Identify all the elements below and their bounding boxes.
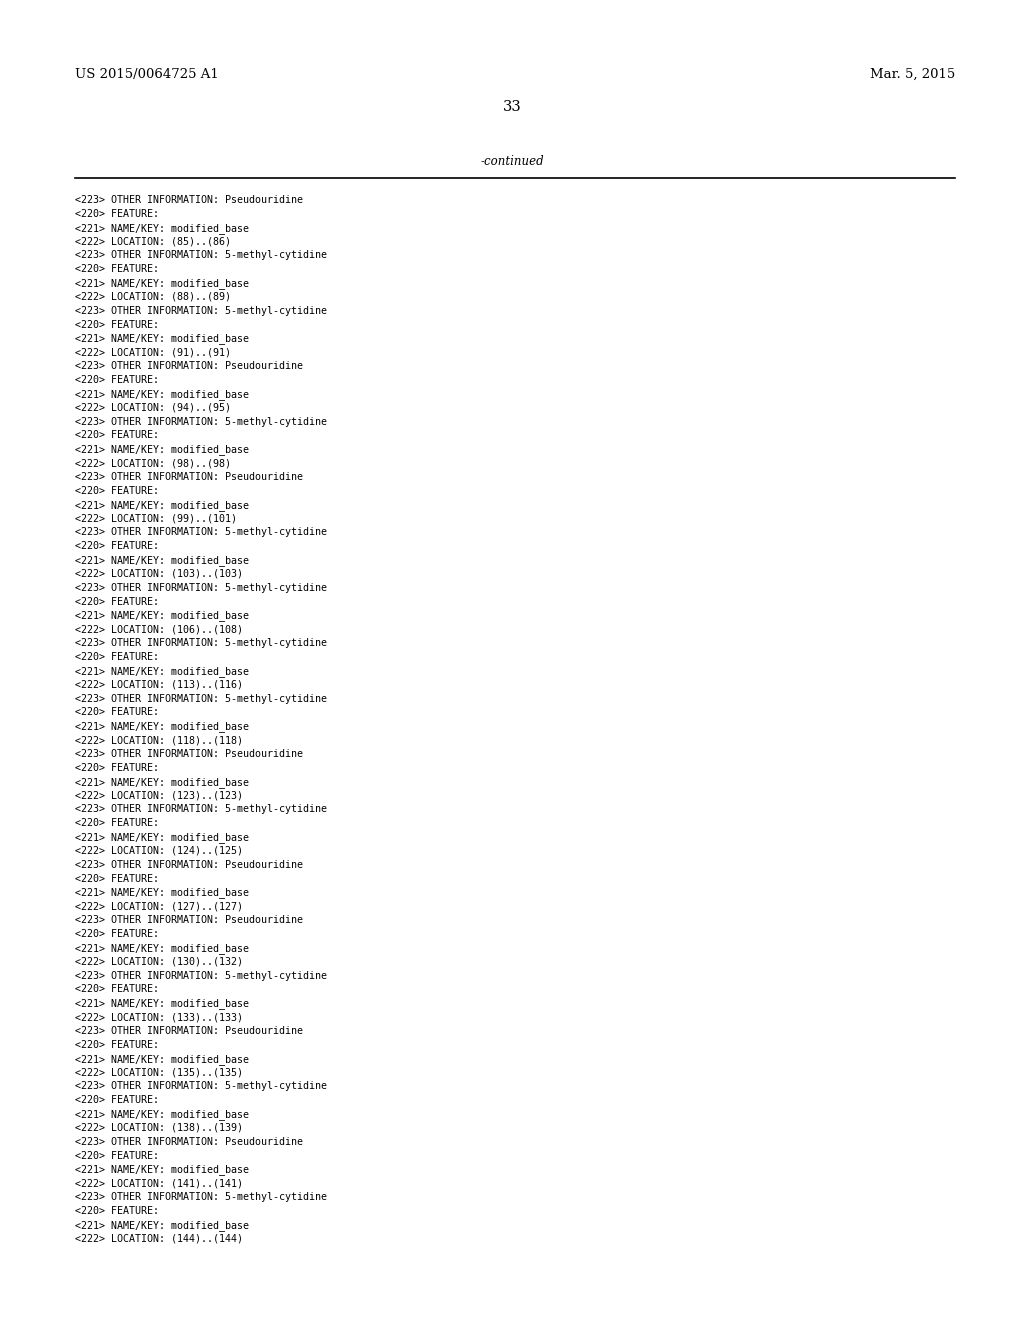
Text: <222> LOCATION: (141)..(141): <222> LOCATION: (141)..(141) [75,1179,243,1188]
Text: <223> OTHER INFORMATION: 5-methyl-cytidine: <223> OTHER INFORMATION: 5-methyl-cytidi… [75,1081,327,1092]
Text: <221> NAME/KEY: modified_base: <221> NAME/KEY: modified_base [75,556,249,566]
Text: <220> FEATURE:: <220> FEATURE: [75,597,159,607]
Text: 33: 33 [503,100,521,114]
Text: US 2015/0064725 A1: US 2015/0064725 A1 [75,69,219,81]
Text: <220> FEATURE:: <220> FEATURE: [75,486,159,496]
Text: <223> OTHER INFORMATION: 5-methyl-cytidine: <223> OTHER INFORMATION: 5-methyl-cytidi… [75,251,327,260]
Text: <221> NAME/KEY: modified_base: <221> NAME/KEY: modified_base [75,389,249,400]
Text: <220> FEATURE:: <220> FEATURE: [75,1206,159,1216]
Text: <222> LOCATION: (124)..(125): <222> LOCATION: (124)..(125) [75,846,243,855]
Text: <223> OTHER INFORMATION: Pseudouridine: <223> OTHER INFORMATION: Pseudouridine [75,362,303,371]
Text: -continued: -continued [480,154,544,168]
Text: <222> LOCATION: (118)..(118): <222> LOCATION: (118)..(118) [75,735,243,746]
Text: <223> OTHER INFORMATION: Pseudouridine: <223> OTHER INFORMATION: Pseudouridine [75,473,303,482]
Text: <220> FEATURE:: <220> FEATURE: [75,209,159,219]
Text: <222> LOCATION: (98)..(98): <222> LOCATION: (98)..(98) [75,458,231,469]
Text: <221> NAME/KEY: modified_base: <221> NAME/KEY: modified_base [75,610,249,622]
Text: <222> LOCATION: (91)..(91): <222> LOCATION: (91)..(91) [75,347,231,358]
Text: <222> LOCATION: (133)..(133): <222> LOCATION: (133)..(133) [75,1012,243,1022]
Text: <220> FEATURE:: <220> FEATURE: [75,1151,159,1160]
Text: <223> OTHER INFORMATION: 5-methyl-cytidine: <223> OTHER INFORMATION: 5-methyl-cytidi… [75,1192,327,1203]
Text: <220> FEATURE:: <220> FEATURE: [75,541,159,552]
Text: <223> OTHER INFORMATION: Pseudouridine: <223> OTHER INFORMATION: Pseudouridine [75,1137,303,1147]
Text: <223> OTHER INFORMATION: Pseudouridine: <223> OTHER INFORMATION: Pseudouridine [75,915,303,925]
Text: Mar. 5, 2015: Mar. 5, 2015 [869,69,955,81]
Text: <223> OTHER INFORMATION: Pseudouridine: <223> OTHER INFORMATION: Pseudouridine [75,1026,303,1036]
Text: <222> LOCATION: (144)..(144): <222> LOCATION: (144)..(144) [75,1234,243,1243]
Text: <220> FEATURE:: <220> FEATURE: [75,1040,159,1049]
Text: <221> NAME/KEY: modified_base: <221> NAME/KEY: modified_base [75,665,249,677]
Text: <222> LOCATION: (88)..(89): <222> LOCATION: (88)..(89) [75,292,231,302]
Text: <221> NAME/KEY: modified_base: <221> NAME/KEY: modified_base [75,942,249,954]
Text: <222> LOCATION: (106)..(108): <222> LOCATION: (106)..(108) [75,624,243,635]
Text: <221> NAME/KEY: modified_base: <221> NAME/KEY: modified_base [75,832,249,843]
Text: <223> OTHER INFORMATION: 5-methyl-cytidine: <223> OTHER INFORMATION: 5-methyl-cytidi… [75,306,327,315]
Text: <222> LOCATION: (85)..(86): <222> LOCATION: (85)..(86) [75,236,231,247]
Text: <223> OTHER INFORMATION: 5-methyl-cytidine: <223> OTHER INFORMATION: 5-methyl-cytidi… [75,528,327,537]
Text: <220> FEATURE:: <220> FEATURE: [75,818,159,828]
Text: <222> LOCATION: (127)..(127): <222> LOCATION: (127)..(127) [75,902,243,911]
Text: <222> LOCATION: (103)..(103): <222> LOCATION: (103)..(103) [75,569,243,579]
Text: <222> LOCATION: (130)..(132): <222> LOCATION: (130)..(132) [75,957,243,966]
Text: <223> OTHER INFORMATION: 5-methyl-cytidine: <223> OTHER INFORMATION: 5-methyl-cytidi… [75,417,327,426]
Text: <223> OTHER INFORMATION: 5-methyl-cytidine: <223> OTHER INFORMATION: 5-methyl-cytidi… [75,804,327,814]
Text: <222> LOCATION: (123)..(123): <222> LOCATION: (123)..(123) [75,791,243,800]
Text: <221> NAME/KEY: modified_base: <221> NAME/KEY: modified_base [75,334,249,345]
Text: <223> OTHER INFORMATION: Pseudouridine: <223> OTHER INFORMATION: Pseudouridine [75,195,303,205]
Text: <220> FEATURE:: <220> FEATURE: [75,874,159,883]
Text: <223> OTHER INFORMATION: 5-methyl-cytidine: <223> OTHER INFORMATION: 5-methyl-cytidi… [75,693,327,704]
Text: <221> NAME/KEY: modified_base: <221> NAME/KEY: modified_base [75,1053,249,1065]
Text: <222> LOCATION: (113)..(116): <222> LOCATION: (113)..(116) [75,680,243,690]
Text: <221> NAME/KEY: modified_base: <221> NAME/KEY: modified_base [75,776,249,788]
Text: <220> FEATURE:: <220> FEATURE: [75,708,159,718]
Text: <222> LOCATION: (99)..(101): <222> LOCATION: (99)..(101) [75,513,237,524]
Text: <221> NAME/KEY: modified_base: <221> NAME/KEY: modified_base [75,998,249,1010]
Text: <221> NAME/KEY: modified_base: <221> NAME/KEY: modified_base [75,1220,249,1230]
Text: <221> NAME/KEY: modified_base: <221> NAME/KEY: modified_base [75,223,249,234]
Text: <220> FEATURE:: <220> FEATURE: [75,375,159,385]
Text: <223> OTHER INFORMATION: Pseudouridine: <223> OTHER INFORMATION: Pseudouridine [75,859,303,870]
Text: <222> LOCATION: (135)..(135): <222> LOCATION: (135)..(135) [75,1068,243,1077]
Text: <220> FEATURE:: <220> FEATURE: [75,319,159,330]
Text: <222> LOCATION: (138)..(139): <222> LOCATION: (138)..(139) [75,1123,243,1133]
Text: <220> FEATURE:: <220> FEATURE: [75,929,159,939]
Text: <221> NAME/KEY: modified_base: <221> NAME/KEY: modified_base [75,1164,249,1175]
Text: <221> NAME/KEY: modified_base: <221> NAME/KEY: modified_base [75,721,249,733]
Text: <223> OTHER INFORMATION: Pseudouridine: <223> OTHER INFORMATION: Pseudouridine [75,748,303,759]
Text: <221> NAME/KEY: modified_base: <221> NAME/KEY: modified_base [75,887,249,899]
Text: <221> NAME/KEY: modified_base: <221> NAME/KEY: modified_base [75,445,249,455]
Text: <223> OTHER INFORMATION: 5-methyl-cytidine: <223> OTHER INFORMATION: 5-methyl-cytidi… [75,638,327,648]
Text: <223> OTHER INFORMATION: 5-methyl-cytidine: <223> OTHER INFORMATION: 5-methyl-cytidi… [75,970,327,981]
Text: <222> LOCATION: (94)..(95): <222> LOCATION: (94)..(95) [75,403,231,413]
Text: <220> FEATURE:: <220> FEATURE: [75,985,159,994]
Text: <220> FEATURE:: <220> FEATURE: [75,652,159,663]
Text: <221> NAME/KEY: modified_base: <221> NAME/KEY: modified_base [75,500,249,511]
Text: <220> FEATURE:: <220> FEATURE: [75,430,159,441]
Text: <220> FEATURE:: <220> FEATURE: [75,763,159,772]
Text: <223> OTHER INFORMATION: 5-methyl-cytidine: <223> OTHER INFORMATION: 5-methyl-cytidi… [75,583,327,593]
Text: <221> NAME/KEY: modified_base: <221> NAME/KEY: modified_base [75,1109,249,1119]
Text: <220> FEATURE:: <220> FEATURE: [75,264,159,275]
Text: <220> FEATURE:: <220> FEATURE: [75,1096,159,1105]
Text: <221> NAME/KEY: modified_base: <221> NAME/KEY: modified_base [75,279,249,289]
